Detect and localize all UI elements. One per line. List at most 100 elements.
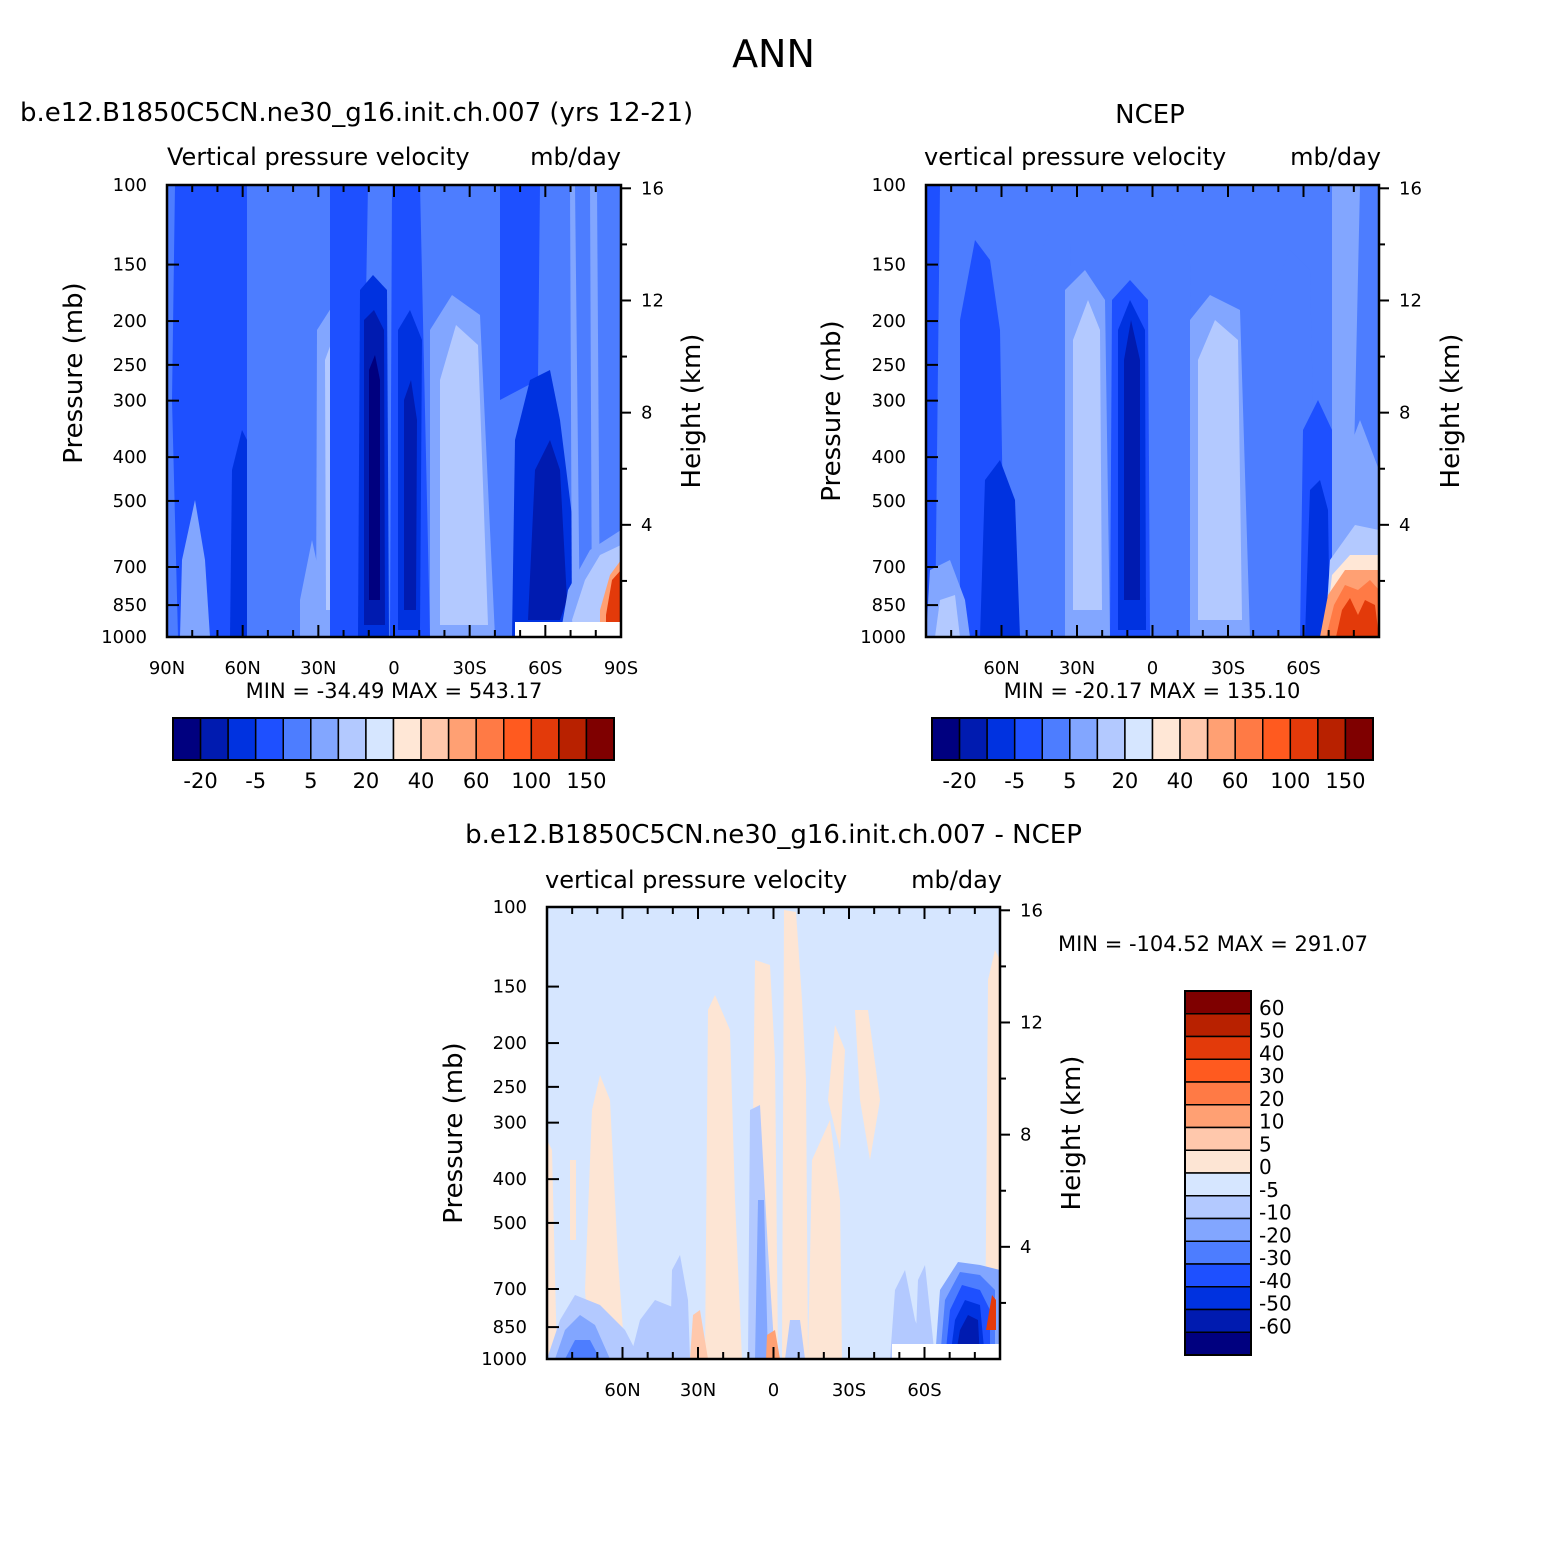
colorbar-swatch bbox=[1184, 1195, 1252, 1220]
y2-tick-label: 16 bbox=[641, 178, 664, 199]
y-tick-label: 300 bbox=[872, 391, 906, 412]
colorbar-swatch bbox=[558, 717, 588, 761]
y-tick-label: 1000 bbox=[860, 627, 906, 648]
model-panel-title: b.e12.B1850C5CN.ne30_g16.init.ch.007 (yr… bbox=[20, 98, 694, 128]
colorbar-swatch bbox=[1179, 717, 1209, 761]
x-axis-ticks: 90N 60N 30N 0 30S 60S 90S bbox=[149, 185, 638, 679]
y-tick-label: 850 bbox=[113, 595, 147, 616]
colorbar-swatch bbox=[931, 717, 961, 761]
y-tick-label: 200 bbox=[113, 311, 147, 332]
diff-ylabel: Pressure (mb) bbox=[439, 1042, 469, 1223]
colorbar-swatch bbox=[1184, 1104, 1252, 1129]
x-tick-label: 30N bbox=[680, 1380, 716, 1401]
colorbar-label: -20 bbox=[1259, 1223, 1292, 1247]
y-tick-label: 300 bbox=[493, 1113, 527, 1134]
obs-colorbar: -20 -5 5 20 40 60 100 150 bbox=[931, 717, 1374, 793]
colorbar-label: -30 bbox=[1259, 1246, 1292, 1270]
model-variable-label: Vertical pressure velocity bbox=[167, 143, 470, 171]
colorbar-label: 60 bbox=[463, 769, 490, 793]
y-tick-label: 500 bbox=[113, 491, 147, 512]
x-tick-label: 60S bbox=[528, 658, 562, 679]
colorbar-label: 20 bbox=[1112, 769, 1139, 793]
colorbar-swatch bbox=[1184, 1331, 1252, 1356]
x-tick-label: 60N bbox=[224, 658, 260, 679]
colorbar-label: 100 bbox=[511, 769, 551, 793]
y-tick-label: 200 bbox=[493, 1033, 527, 1054]
diff-panel-title: b.e12.B1850C5CN.ne30_g16.init.ch.007 - N… bbox=[465, 820, 1082, 850]
diff-y2label: Height (km) bbox=[1057, 1056, 1087, 1211]
obs-y2label: Height (km) bbox=[1436, 334, 1466, 489]
y-tick-label: 850 bbox=[872, 595, 906, 616]
colorbar-frame bbox=[172, 717, 615, 761]
y2-tick-label: 4 bbox=[641, 515, 652, 536]
colorbar-swatch bbox=[282, 717, 312, 761]
y2-tick-label: 16 bbox=[1399, 178, 1422, 199]
colorbar-swatch bbox=[1184, 1035, 1252, 1060]
x-tick-label: 0 bbox=[1147, 658, 1158, 679]
y-tick-label: 300 bbox=[113, 391, 147, 412]
colorbar-label: 20 bbox=[1259, 1087, 1284, 1111]
colorbar-swatch bbox=[1184, 1217, 1252, 1242]
y-tick-label: 700 bbox=[872, 557, 906, 578]
colorbar-swatch bbox=[958, 717, 988, 761]
model-colorbar: -20 -5 5 20 40 60 100 150 bbox=[172, 717, 615, 793]
y-tick-label: 150 bbox=[113, 255, 147, 276]
x-tick-label: 0 bbox=[388, 658, 399, 679]
colorbar-label: 30 bbox=[1259, 1064, 1284, 1088]
x-tick-label: 90S bbox=[604, 658, 638, 679]
diff-contour-field bbox=[547, 907, 1000, 1359]
colorbar-label: 20 bbox=[353, 769, 380, 793]
colorbar-swatch bbox=[310, 717, 340, 761]
x-tick-label: 30S bbox=[832, 1380, 866, 1401]
y2-axis-ticks: 16 12 8 4 bbox=[1000, 900, 1043, 1304]
colorbar-swatch bbox=[986, 717, 1016, 761]
colorbar-swatch bbox=[1317, 717, 1347, 761]
colorbar-swatch bbox=[337, 717, 367, 761]
y-tick-label: 100 bbox=[872, 175, 906, 196]
colorbar-swatch bbox=[1184, 1126, 1252, 1151]
colorbar-swatch bbox=[254, 717, 284, 761]
colorbar-swatch bbox=[1184, 1013, 1252, 1038]
colorbar-label: 5 bbox=[304, 769, 317, 793]
colorbar-label: -50 bbox=[1259, 1292, 1292, 1316]
obs-variable-label: vertical pressure velocity bbox=[924, 143, 1226, 171]
colorbar-swatch bbox=[1184, 1058, 1252, 1083]
y2-tick-label: 4 bbox=[1399, 515, 1410, 536]
y2-tick-label: 8 bbox=[641, 403, 652, 424]
y2-tick-label: 12 bbox=[641, 290, 664, 311]
diff-units-label: mb/day bbox=[911, 866, 1002, 894]
model-contour-field bbox=[167, 185, 621, 637]
colorbar-label: -5 bbox=[1004, 769, 1025, 793]
colorbar-label: 40 bbox=[1167, 769, 1194, 793]
y-tick-label: 400 bbox=[872, 447, 906, 468]
colorbar-swatch bbox=[1184, 1240, 1252, 1265]
colorbar-label: 40 bbox=[408, 769, 435, 793]
y2-tick-label: 12 bbox=[1020, 1012, 1043, 1033]
y-axis-ticks: 100 150 200 250 300 400 500 700 850 1000 bbox=[101, 175, 179, 648]
x-tick-label: 30S bbox=[1211, 658, 1245, 679]
y-tick-label: 200 bbox=[872, 311, 906, 332]
obs-plot: 60N 30N 0 30S 60S 10015020025030040050070085… bbox=[817, 143, 1466, 793]
y-tick-label: 500 bbox=[493, 1213, 527, 1234]
colorbar-swatch bbox=[227, 717, 257, 761]
y-axis-ticks: 100 150 200 250 300 400 500 700 850 1000 bbox=[860, 175, 938, 648]
colorbar-label: 5 bbox=[1259, 1132, 1272, 1156]
colorbar-swatch bbox=[1184, 1149, 1252, 1174]
colorbar-swatch bbox=[1184, 1286, 1252, 1311]
colorbar-label: 60 bbox=[1259, 996, 1284, 1020]
colorbar-label: -40 bbox=[1259, 1269, 1292, 1293]
colorbar-frame bbox=[931, 717, 1374, 761]
x-tick-label: 30N bbox=[300, 658, 336, 679]
x-axis-ticks: 60N 30N 0 30S 60S bbox=[546, 907, 1001, 1401]
colorbar-swatch bbox=[1013, 717, 1043, 761]
diff-plot: 60N 30N 0 30S 60S 10015020025030040050070085… bbox=[439, 866, 1292, 1401]
colorbar-swatch bbox=[1041, 717, 1071, 761]
colorbar-label: 0 bbox=[1259, 1155, 1272, 1179]
y2-tick-label: 8 bbox=[1020, 1125, 1031, 1146]
colorbar-label: -5 bbox=[1259, 1178, 1279, 1202]
x-tick-label: 30N bbox=[1059, 658, 1095, 679]
colorbar-label: 5 bbox=[1063, 769, 1076, 793]
obs-panel-title: NCEP bbox=[1115, 100, 1185, 130]
y-tick-label: 500 bbox=[872, 491, 906, 512]
